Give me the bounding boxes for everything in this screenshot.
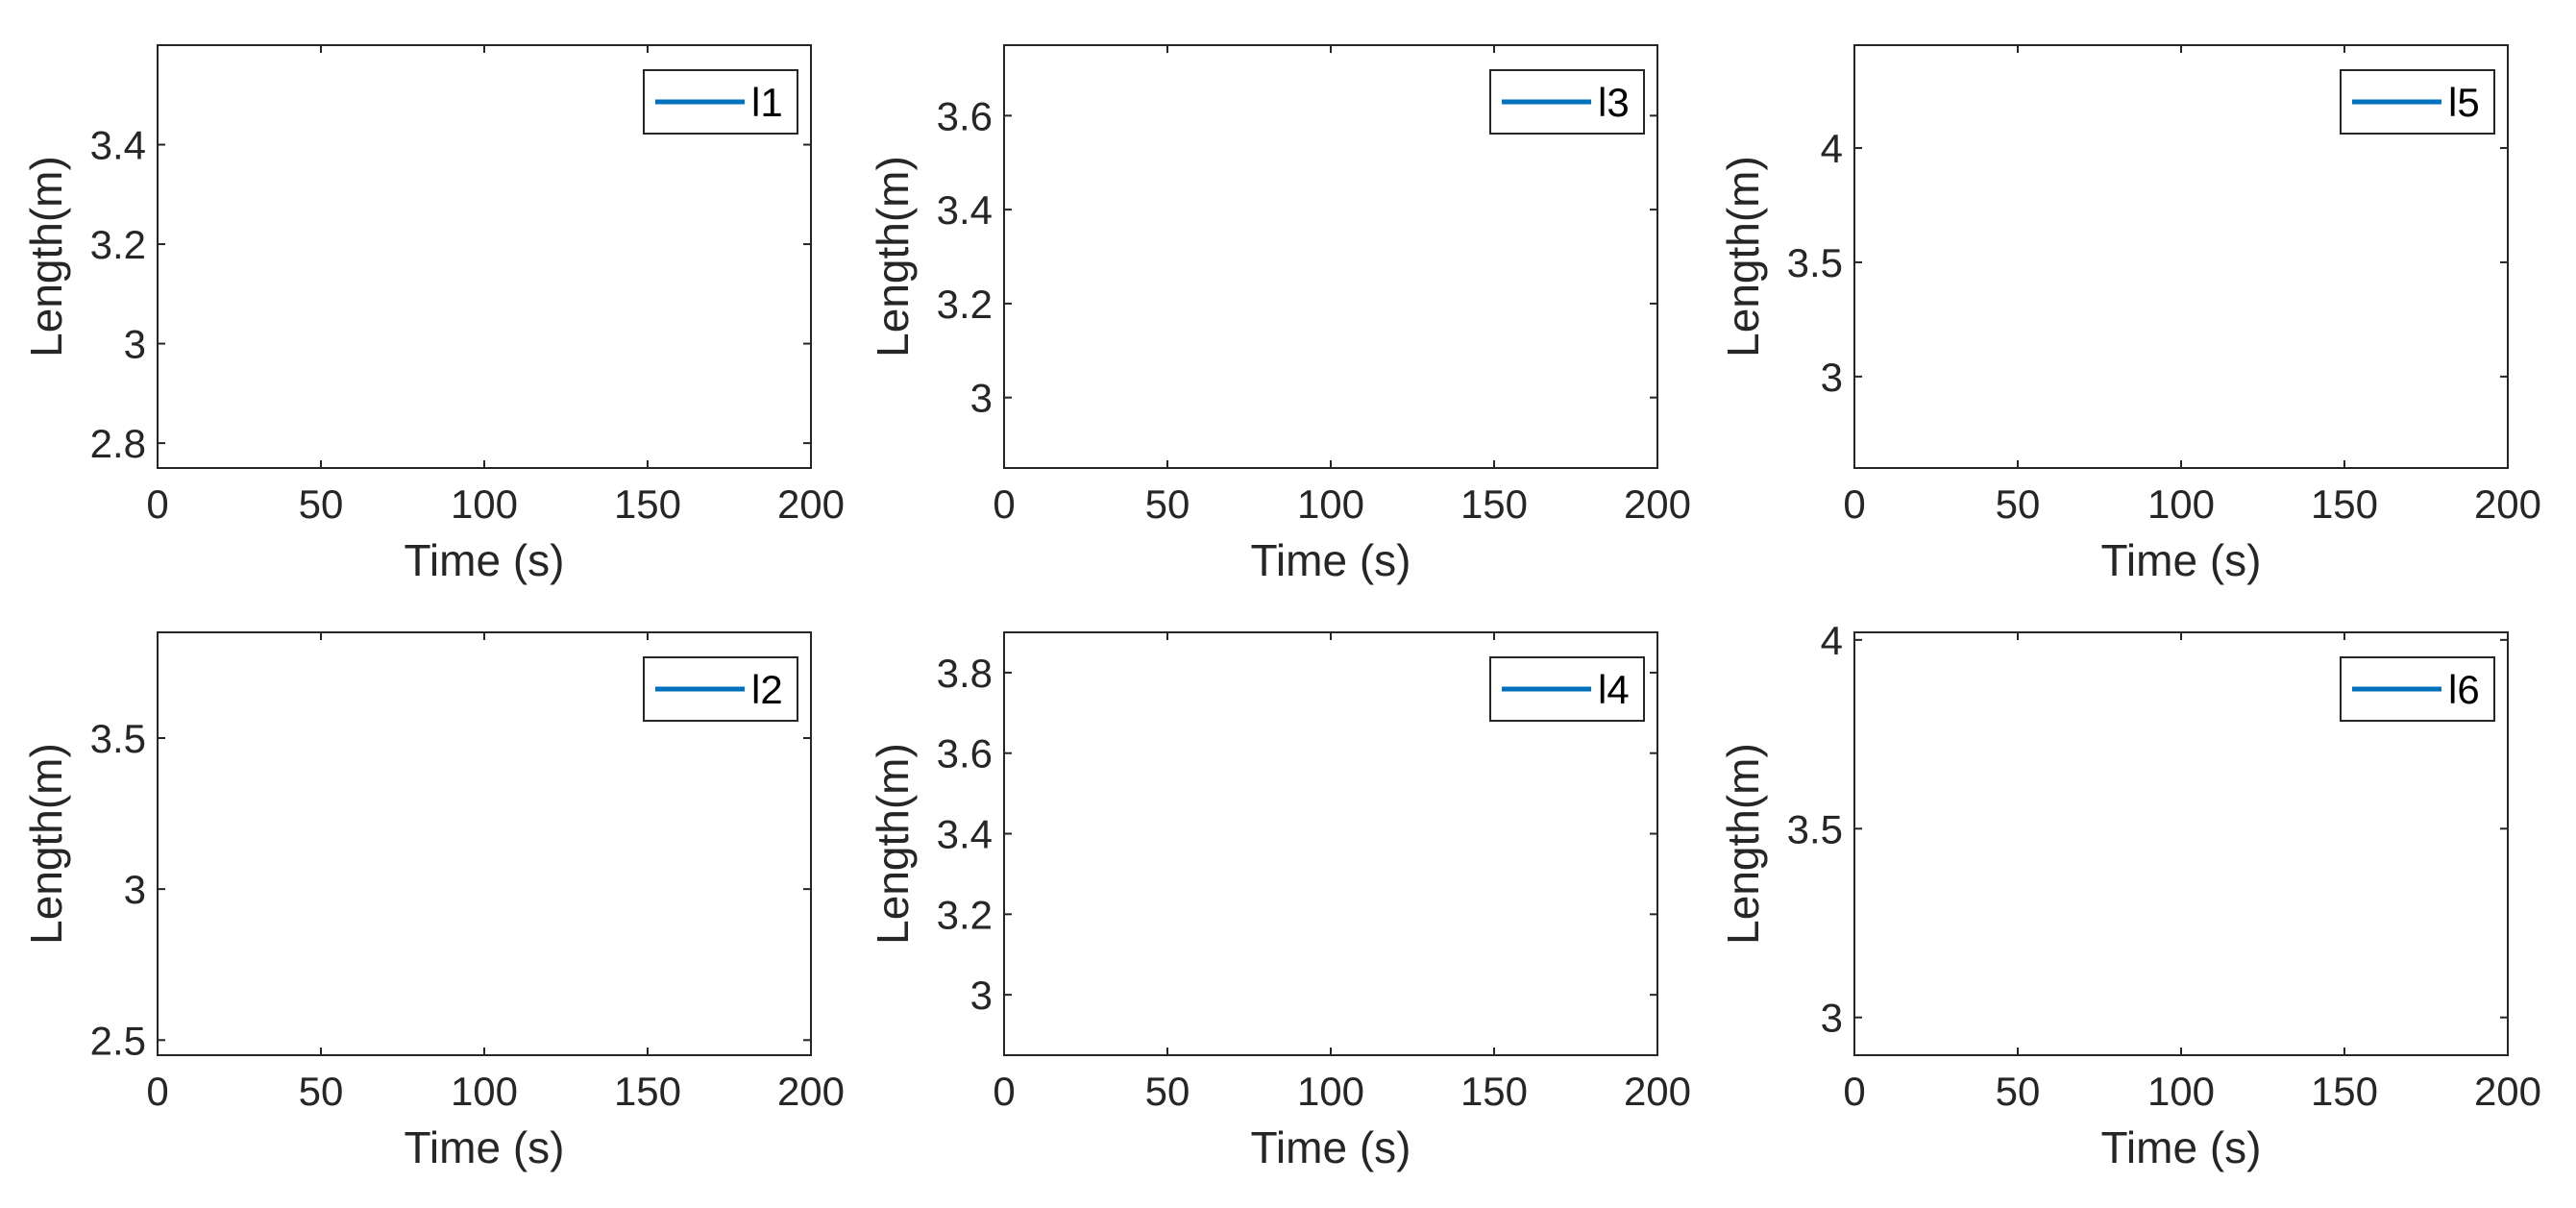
x-tick-label: 0 [146,481,168,527]
x-tick-label: 150 [2311,1069,2378,1114]
legend-label: l2 [751,667,783,712]
x-tick-label: 50 [1145,481,1190,527]
y-tick-label: 3.4 [937,812,993,857]
legend-label: l6 [2448,667,2480,712]
x-tick-label: 150 [1460,1069,1528,1114]
x-tick-label: 150 [614,481,681,527]
chart-panel-l1: 0 50 100 150 200 2.8 3 3.2 3.4 Time (s) Length(m) l… [21,44,845,585]
y-axis-label: Length(m) [1718,743,1768,945]
y-axis-label: Length(m) [21,156,71,357]
x-tick-label: 200 [2474,481,2541,527]
y-axis-label: Length(m) [1718,156,1768,357]
x-axis-label: Time (s) [405,535,565,585]
y-tick-label: 2.8 [90,421,146,466]
y-tick-label: 3.5 [90,716,146,761]
x-axis-label: Time (s) [2101,535,2262,585]
y-tick-label: 3 [1821,996,1843,1041]
y-tick-label: 3.2 [937,282,993,327]
x-tick-label: 100 [1297,1069,1364,1114]
y-tick-label: 3 [1821,355,1843,400]
x-tick-label: 150 [2311,481,2378,527]
y-axis-label: Length(m) [868,743,918,945]
chart-panel-l6: 0 50 100 150 200 3 3.5 4 Time (s) Length(m) l6 [1718,618,2541,1172]
legend-label: l1 [751,80,783,125]
y-tick-label: 3 [124,867,146,912]
x-tick-label: 100 [451,481,518,527]
legend: l4 [1489,656,1645,722]
x-tick-label: 200 [777,1069,845,1114]
x-tick-label: 50 [299,481,344,527]
x-tick-label: 100 [451,1069,518,1114]
y-tick-label: 4 [1821,126,1843,171]
y-tick-label: 3.5 [1787,806,1843,851]
x-tick-label: 200 [1624,1069,1691,1114]
legend-label: l5 [2448,80,2480,125]
chart-panel-l4: 0 50 100 150 200 3 3.2 3.4 3.6 3.8 Time (s) Length(… [868,631,1691,1172]
legend: l6 [2340,656,2495,722]
y-tick-label: 3.8 [937,651,993,696]
legend: l3 [1489,69,1645,135]
chart-panel-l2: 0 50 100 150 200 2.5 3 3.5 Time (s) Length(m) l2 [21,631,845,1172]
legend-label: l4 [1598,667,1630,712]
x-tick-label: 50 [299,1069,344,1114]
x-tick-label: 0 [993,1069,1015,1114]
legend: l1 [643,69,798,135]
legend-label: l3 [1598,80,1630,125]
x-tick-label: 100 [1297,481,1364,527]
x-axis-label: Time (s) [405,1122,565,1172]
y-tick-label: 2.5 [90,1018,146,1063]
y-tick-label: 3.2 [937,892,993,937]
y-tick-label: 3 [970,376,993,421]
y-tick-label: 3 [124,322,146,367]
x-tick-label: 150 [614,1069,681,1114]
chart-panel-l3: 0 50 100 150 200 3 3.2 3.4 3.6 Time (s) Length(m) l… [868,44,1691,585]
y-tick-label: 3.6 [937,93,993,138]
y-tick-label: 3.2 [90,222,146,267]
x-tick-label: 100 [2147,481,2215,527]
y-tick-label: 3.5 [1787,240,1843,285]
x-axis-label: Time (s) [1251,535,1411,585]
x-axis-label: Time (s) [2101,1122,2262,1172]
x-tick-label: 0 [146,1069,168,1114]
x-tick-label: 200 [2474,1069,2541,1114]
x-tick-label: 150 [1460,481,1528,527]
x-tick-label: 200 [777,481,845,527]
x-tick-label: 0 [1843,1069,1865,1114]
y-axis-label: Length(m) [21,743,71,945]
x-tick-label: 0 [1843,481,1865,527]
y-tick-label: 4 [1821,618,1843,663]
x-axis-label: Time (s) [1251,1122,1411,1172]
x-tick-label: 0 [993,481,1015,527]
y-axis-label: Length(m) [868,156,918,357]
legend: l2 [643,656,798,722]
x-tick-label: 200 [1624,481,1691,527]
chart-panel-l5: 0 50 100 150 200 3 3.5 4 Time (s) Length(m) l5 [1718,44,2541,585]
x-tick-label: 50 [1145,1069,1190,1114]
y-tick-label: 3.6 [937,731,993,777]
x-tick-label: 100 [2147,1069,2215,1114]
y-tick-label: 3 [970,973,993,1018]
x-tick-label: 50 [1996,481,2041,527]
legend: l5 [2340,69,2495,135]
y-tick-label: 3.4 [90,123,146,168]
x-tick-label: 50 [1996,1069,2041,1114]
y-tick-label: 3.4 [937,187,993,233]
